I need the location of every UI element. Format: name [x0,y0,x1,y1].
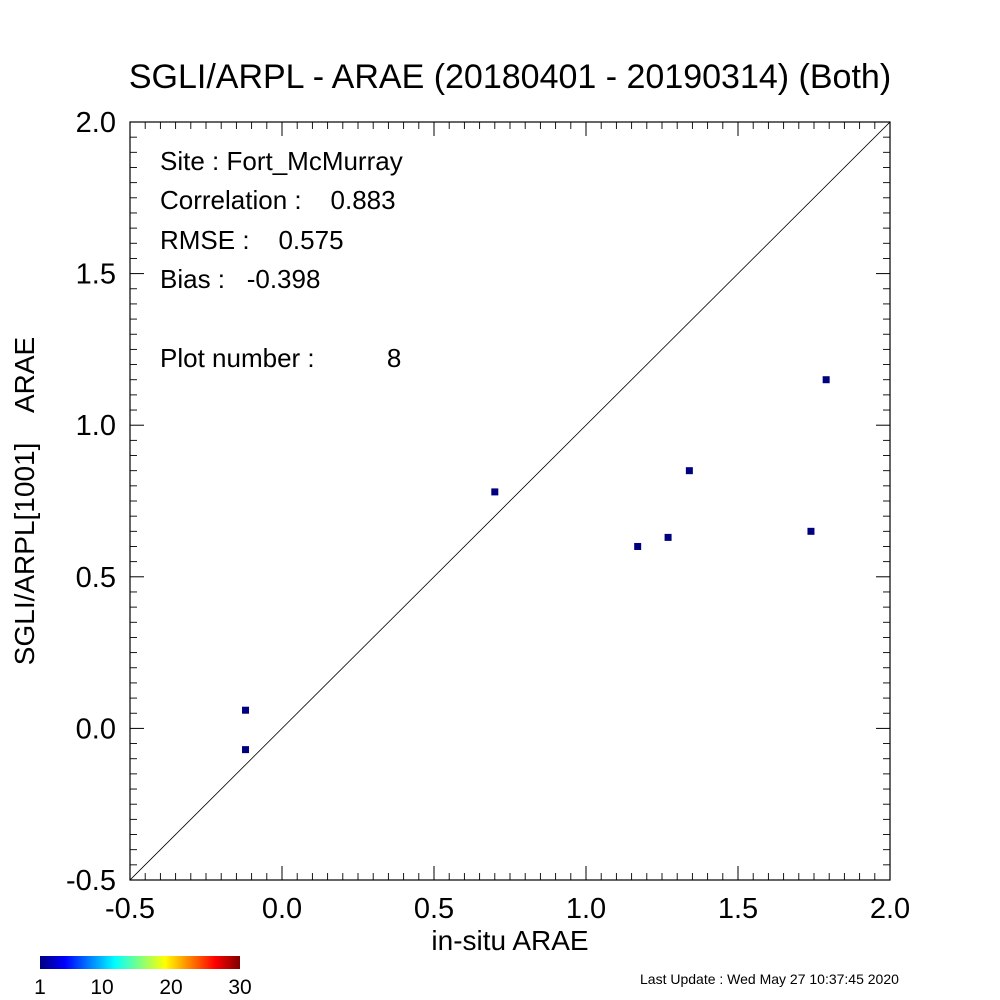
data-point [634,542,642,550]
x-tick-label: 1.5 [718,893,758,925]
y-tick-label: 0.5 [76,562,116,594]
stat-correlation: Correlation : 0.883 [160,185,396,215]
y-tick-label: 1.5 [76,259,116,291]
colorbar-label: 10 [90,976,113,999]
y-tick-label: -0.5 [66,865,116,897]
y-tick-label: 1.0 [76,410,116,442]
data-points [242,376,830,754]
y-tick-label: 0.0 [76,713,116,745]
x-tick-label: 0.5 [414,893,454,925]
data-point [664,533,672,541]
colorbar: 1 10 20 30 [34,956,252,999]
axis-ticks [129,121,891,881]
colorbar-gradient [40,956,240,969]
colorbar-label: 20 [159,976,182,999]
x-tick-label: 0.0 [262,893,302,925]
one-to-one-line [130,122,890,880]
stat-bias: Bias : -0.398 [160,264,320,294]
data-point [822,376,830,384]
y-tick-label: 2.0 [76,107,116,139]
stat-plot-number: Plot number : 8 [160,343,401,373]
data-point [685,467,693,475]
chart-title: SGLI/ARPL - ARAE (20180401 - 20190314) (… [129,58,891,96]
stat-site: Site : Fort_McMurray [160,146,403,176]
x-tick-label: -0.5 [105,893,155,925]
axis-tick-labels: -0.5 0.0 0.5 1.0 1.5 2.0 -0.5 0.0 0.5 1.0 1.5 2.0 [66,107,910,925]
last-update-text: Last Update : Wed May 27 10:37:45 2020 [640,971,899,987]
x-tick-label: 1.0 [566,893,606,925]
data-point [491,488,499,496]
data-point [242,706,250,714]
x-tick-label: 2.0 [870,893,910,925]
x-axis-label: in-situ ARAE [431,925,588,956]
stats-annotation: Site : Fort_McMurray Correlation : 0.883… [160,146,403,373]
y-axis-label: SGLI/ARPL[1001] ARAE [9,337,40,665]
stat-rmse: RMSE : 0.575 [160,225,344,255]
colorbar-label: 1 [34,976,46,999]
data-point [242,746,250,754]
colorbar-label: 30 [228,976,251,999]
data-point [807,527,815,535]
